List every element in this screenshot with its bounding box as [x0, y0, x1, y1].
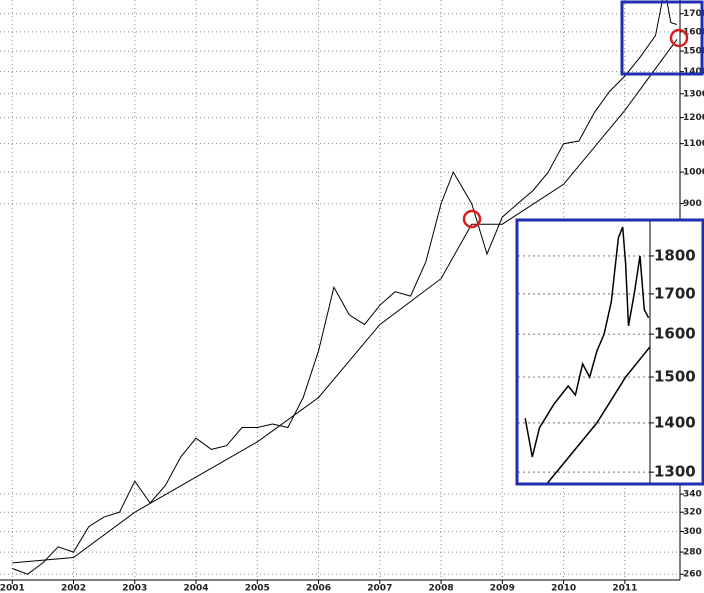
zoom-box — [620, 0, 704, 76]
y-tick-label: 1300 — [683, 89, 704, 99]
y-tick-label: 1700 — [654, 284, 696, 302]
y-tick-label: 340 — [683, 490, 702, 500]
cross-marker — [462, 209, 482, 229]
x-tick-label: 2001 — [0, 584, 25, 593]
y-tick-label: 900 — [683, 199, 702, 209]
y-tick-label: 1400 — [654, 413, 696, 431]
y-tick-label: 1500 — [654, 368, 696, 386]
inset-chart: 1300 1400 1500 1600 1700 1800 — [518, 220, 696, 485]
x-tick-label: 2002 — [61, 584, 86, 593]
y-tick-label: 280 — [683, 548, 702, 558]
price-line — [12, 0, 678, 575]
y-tick-label: 300 — [683, 527, 702, 537]
x-tick-label: 2008 — [429, 584, 454, 593]
y-tick-label: 320 — [683, 508, 702, 518]
y-tick-label: 1400 — [683, 67, 704, 77]
x-tick-label: 2004 — [184, 584, 209, 593]
x-tick-label: 2010 — [551, 584, 576, 593]
y-tick-label: 1800 — [654, 246, 696, 264]
x-tick-label: 2006 — [306, 584, 331, 593]
x-tick-label: 2003 — [122, 584, 147, 593]
y-tick-label: 1500 — [683, 47, 704, 57]
cross-marker — [669, 28, 689, 48]
y-tick-label: 1100 — [683, 139, 704, 149]
price-line — [12, 39, 678, 564]
price-line — [524, 226, 650, 458]
inset-background — [517, 220, 704, 484]
x-tick-label: 2009 — [490, 584, 515, 593]
x-tick-label: 2011 — [612, 584, 637, 593]
y-tick-label: 1700 — [683, 9, 704, 19]
x-tick-label: 2007 — [367, 584, 392, 593]
price-line — [546, 346, 651, 485]
x-tick-label: 2005 — [245, 584, 270, 593]
y-tick-label: 1000 — [683, 168, 704, 178]
inset-border — [515, 218, 704, 486]
y-tick-label: 1600 — [683, 27, 704, 37]
y-tick-label: 260 — [683, 570, 702, 580]
y-tick-label: 1300 — [654, 463, 696, 481]
y-tick-label: 1600 — [654, 325, 696, 343]
